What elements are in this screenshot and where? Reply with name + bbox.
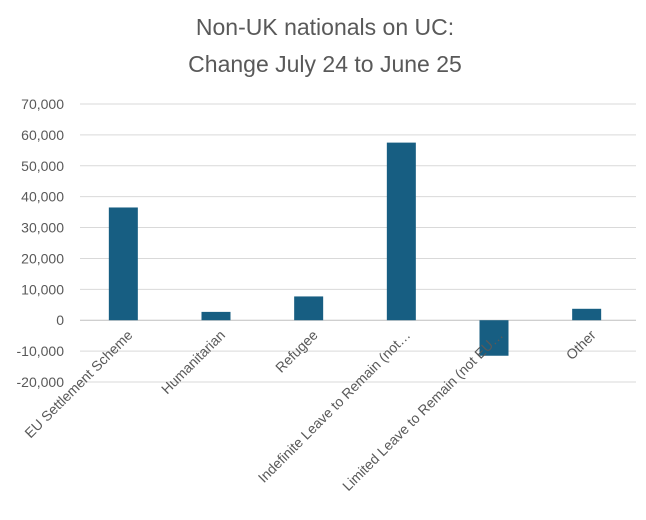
bars <box>108 142 602 356</box>
y-axis-tick-labels: 70,000 60,000 50,000 40,000 30,000 20,000 10,0… <box>17 96 65 390</box>
chart-title: Non-UK nationals on UC: Change July 24 t… <box>188 14 462 77</box>
x-category-label: Limited Leave to Remain (not EU… <box>339 327 506 494</box>
y-tick-label: 50,000 <box>21 158 64 174</box>
bar <box>572 308 602 321</box>
bar <box>201 311 231 321</box>
y-tick-label: -20,000 <box>17 374 65 390</box>
y-tick-label: 70,000 <box>21 96 64 112</box>
bar <box>479 320 509 356</box>
y-tick-label: 40,000 <box>21 189 64 205</box>
bar <box>108 207 138 321</box>
chart-title-line-1: Non-UK nationals on UC: <box>196 14 454 40</box>
y-tick-label: 20,000 <box>21 250 64 266</box>
y-tick-label: 0 <box>56 312 64 328</box>
y-tick-label: 60,000 <box>21 127 64 143</box>
gridlines <box>80 103 636 383</box>
bar <box>294 296 324 321</box>
x-category-label: Other <box>563 327 599 363</box>
y-tick-label: -10,000 <box>17 343 65 359</box>
chart-title-line-2: Change July 24 to June 25 <box>188 51 462 77</box>
x-axis-category-labels: EU Settlement Scheme Humanitarian RefugeeI… <box>21 327 599 494</box>
bar <box>386 142 416 321</box>
y-tick-label: 30,000 <box>21 220 64 236</box>
y-tick-label: 10,000 <box>21 281 64 297</box>
x-category-label: Humanitarian <box>158 327 228 397</box>
